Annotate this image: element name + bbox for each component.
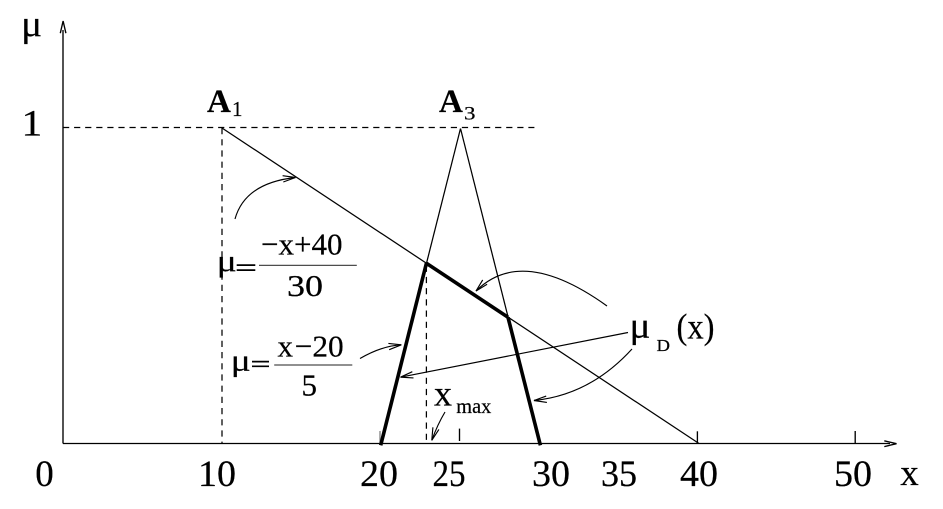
svg-text:10: 10 <box>198 454 236 495</box>
svg-text:(x): (x) <box>677 307 715 347</box>
svg-text:40: 40 <box>680 454 718 495</box>
svg-text:μ: μ <box>630 306 651 346</box>
svg-text:1: 1 <box>232 97 243 121</box>
svg-text:A: A <box>207 84 231 120</box>
svg-text:x: x <box>278 329 294 364</box>
svg-text:35: 35 <box>601 454 637 495</box>
svg-text:max: max <box>456 394 491 418</box>
svg-text:−20: −20 <box>295 329 344 364</box>
svg-text:50: 50 <box>834 454 872 495</box>
svg-text:−x+40: −x+40 <box>261 227 343 262</box>
svg-text:x: x <box>900 453 919 494</box>
svg-text:D: D <box>657 336 671 355</box>
svg-text:5: 5 <box>302 368 318 403</box>
svg-text:3: 3 <box>464 104 476 125</box>
svg-text:30: 30 <box>287 268 323 303</box>
svg-text:μ: μ <box>231 342 251 377</box>
svg-text:x: x <box>434 374 452 414</box>
svg-text:μ: μ <box>217 243 237 278</box>
svg-text:25: 25 <box>433 454 466 495</box>
svg-text:μ: μ <box>21 4 42 45</box>
svg-text:30: 30 <box>532 454 570 495</box>
svg-text:A: A <box>439 84 463 120</box>
svg-text:1: 1 <box>21 104 42 145</box>
svg-text:20: 20 <box>360 454 398 495</box>
svg-text:0: 0 <box>35 454 54 495</box>
